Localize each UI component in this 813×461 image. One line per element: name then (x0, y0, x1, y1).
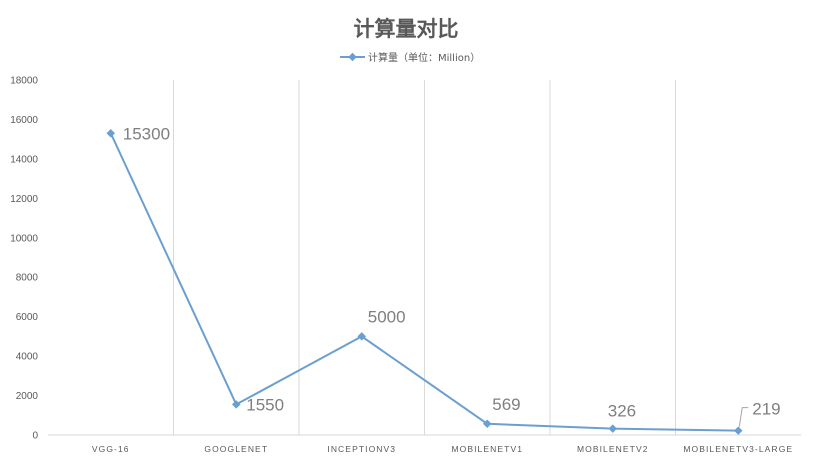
data-label: 5000 (368, 307, 406, 326)
series (106, 129, 743, 435)
data-point-marker (734, 426, 743, 435)
x-tick-label: VGG-16 (92, 444, 130, 454)
y-tick-label: 12000 (10, 194, 38, 205)
data-label: 569 (492, 395, 520, 414)
data-label-leader (738, 407, 749, 427)
data-point-marker (357, 332, 366, 341)
x-tick-label: MOBILENETV2 (577, 444, 649, 454)
x-tick-label: INCEPTIONV3 (327, 444, 396, 454)
legend: 计算量（单位：Million） (340, 51, 480, 64)
y-tick-label: 2000 (16, 391, 39, 402)
y-tick-label: 14000 (10, 154, 38, 165)
y-tick-label: 18000 (10, 76, 38, 87)
y-tick-label: 4000 (16, 352, 39, 363)
x-tick-label: GOOGLENET (204, 444, 268, 454)
y-tick-label: 0 (32, 431, 38, 442)
data-label: 15300 (123, 124, 170, 143)
data-point-marker (483, 419, 492, 429)
data-point-marker (106, 129, 115, 138)
x-tick-label: MOBILENETV1 (451, 444, 523, 454)
y-tick-label: 8000 (16, 273, 39, 284)
y-tick-label: 6000 (16, 312, 39, 323)
series-line (109, 132, 739, 432)
data-point-marker (608, 424, 617, 433)
legend-label: 计算量（单位：Million） (368, 51, 480, 64)
data-point-marker (232, 400, 241, 409)
data-label: 1550 (246, 395, 284, 414)
x-axis: VGG-16 GOOGLENET INCEPTIONV3 MOBILENETV1 MOB… (92, 444, 793, 454)
x-tick-label: MOBILENETV3-LARGE (683, 444, 793, 454)
data-label: 219 (752, 400, 780, 419)
chart-title: 计算量对比 (354, 17, 459, 41)
y-tick-label: 10000 (10, 233, 38, 244)
legend-marker-icon (348, 52, 357, 62)
y-tick-label: 16000 (10, 115, 38, 126)
y-axis: 0 2000 4000 6000 8000 10000 12000 14000 16000 180… (10, 76, 38, 442)
grid (48, 80, 801, 436)
data-label: 326 (608, 402, 636, 421)
data-labels: 15300 1550 5000 569 326 219 (123, 124, 781, 427)
